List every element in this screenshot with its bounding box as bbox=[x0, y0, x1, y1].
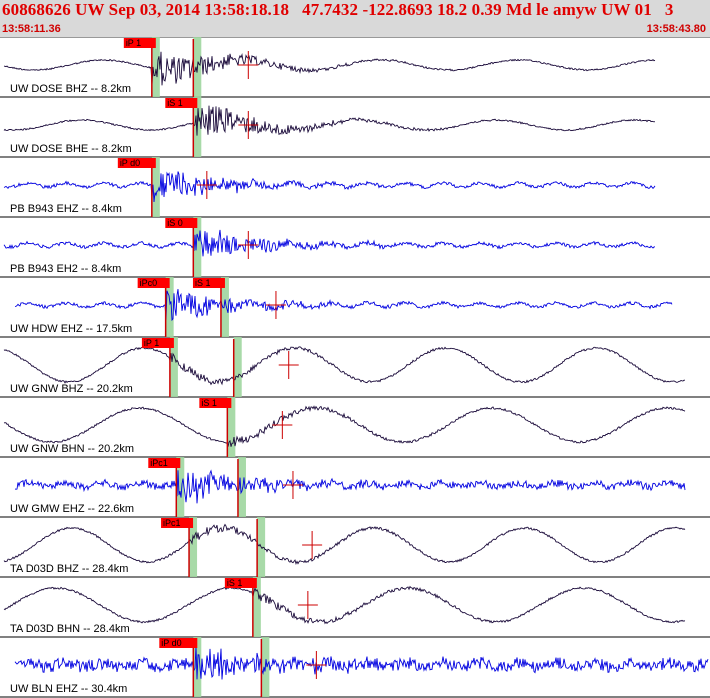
waveform-line bbox=[3, 523, 686, 566]
pick-band bbox=[189, 517, 198, 577]
trace-label: UW DOSE BHZ -- 8.2km bbox=[10, 83, 131, 95]
pick-label: iP 1 bbox=[144, 338, 159, 348]
trace-label: PB B943 EHZ -- 8.4km bbox=[10, 203, 122, 215]
trace-panel: iPc0 iS 1 UW HDW EHZ -- 17.5km bbox=[0, 277, 710, 338]
waveform-line bbox=[3, 346, 685, 386]
trace-panel: iP d0 UW BLN EHZ -- 30.4km bbox=[0, 637, 710, 698]
trace-panel: iS 1 TA D03D BHN -- 28.4km bbox=[0, 577, 710, 638]
trace-panel: iS 1 UW GNW BHN -- 20.2km bbox=[0, 397, 710, 458]
trace-label: UW BLN EHZ -- 30.4km bbox=[10, 683, 127, 695]
waveform-line bbox=[3, 229, 656, 257]
pick-label-box bbox=[165, 218, 198, 228]
pick-label: iPc0 bbox=[140, 278, 158, 288]
pick-label-box bbox=[123, 38, 156, 48]
time-start: 13:58:11.36 bbox=[2, 23, 61, 35]
event-title: 60868626 UW Sep 03, 2014 13:58:18.18 47.… bbox=[2, 0, 674, 19]
trace-panel: iS 0 PB B943 EH2 -- 8.4km bbox=[0, 217, 710, 278]
pick-label-box bbox=[117, 158, 156, 168]
trace-panel: iP 1 UW DOSE BHZ -- 8.2km bbox=[0, 37, 710, 98]
pick-band bbox=[165, 277, 174, 337]
pick-band bbox=[169, 337, 178, 397]
waveform-line bbox=[3, 171, 656, 203]
trace-panel: iP 1 UW GNW BHZ -- 20.2km bbox=[0, 337, 710, 398]
trace-label: TA D03D BHN -- 28.4km bbox=[10, 623, 130, 635]
pick-band bbox=[237, 457, 246, 517]
pick-label: iS 0 bbox=[167, 218, 183, 228]
pick-label: iS 1 bbox=[201, 398, 217, 408]
time-end: 13:58:43.80 bbox=[646, 23, 706, 35]
waveform-line bbox=[3, 51, 656, 86]
pick-label: iP d0 bbox=[161, 638, 181, 648]
seismogram-plot: iP 1 UW DOSE BHZ -- 8.2km iS 1 UW DOSE BHE … bbox=[0, 37, 710, 698]
pick-band bbox=[151, 37, 160, 97]
pick-band bbox=[252, 577, 261, 637]
trace-panel: iS 1 UW DOSE BHE -- 8.2km bbox=[0, 97, 710, 158]
trace-label: UW GMW EHZ -- 22.6km bbox=[10, 503, 134, 515]
pick-label: iPc1 bbox=[163, 518, 181, 528]
trace-label: UW DOSE BHE -- 8.2km bbox=[10, 143, 132, 155]
pick-label-box bbox=[199, 398, 232, 408]
trace-label: UW HDW EHZ -- 17.5km bbox=[10, 323, 132, 335]
waveform-line bbox=[3, 105, 656, 136]
pick-label-box bbox=[161, 518, 194, 528]
pick-label-box bbox=[159, 638, 198, 648]
pick-label-box bbox=[148, 458, 181, 468]
trace-label: UW GNW BHZ -- 20.2km bbox=[10, 383, 133, 395]
pick-band bbox=[151, 157, 160, 217]
trace-panel: iPc1 TA D03D BHZ -- 28.4km bbox=[0, 517, 710, 578]
pick-band bbox=[193, 217, 202, 277]
pick-band bbox=[176, 457, 185, 517]
pick-label-box bbox=[165, 98, 198, 108]
pick-band bbox=[227, 397, 236, 457]
trace-panel: iPc1 UW GMW EHZ -- 22.6km bbox=[0, 457, 710, 518]
waveform-line bbox=[14, 469, 686, 504]
waveform-line bbox=[14, 645, 709, 680]
pick-label: iS 1 bbox=[167, 98, 183, 108]
header-bar: 60868626 UW Sep 03, 2014 13:58:18.18 47.… bbox=[0, 0, 710, 38]
pick-label: iPc1 bbox=[150, 458, 168, 468]
waveform-line bbox=[14, 289, 673, 322]
pick-label-box bbox=[192, 278, 225, 288]
trace-label: UW GNW BHN -- 20.2km bbox=[10, 443, 134, 455]
trace-label: PB B943 EH2 -- 8.4km bbox=[10, 263, 121, 275]
pick-label-box bbox=[224, 578, 257, 588]
pick-label-box bbox=[141, 338, 174, 348]
pick-band bbox=[233, 337, 242, 397]
pick-label: iS 1 bbox=[195, 278, 211, 288]
pick-label: iS 1 bbox=[227, 578, 243, 588]
waveform-line bbox=[3, 585, 686, 625]
trace-panel: iP d0 PB B943 EHZ -- 8.4km bbox=[0, 157, 710, 218]
pick-label-box bbox=[137, 278, 170, 288]
pick-label: iP d0 bbox=[120, 158, 140, 168]
pick-band bbox=[220, 277, 229, 337]
waveform-line bbox=[3, 405, 686, 447]
trace-label: TA D03D BHZ -- 28.4km bbox=[10, 563, 128, 575]
pick-label: iP 1 bbox=[126, 38, 141, 48]
